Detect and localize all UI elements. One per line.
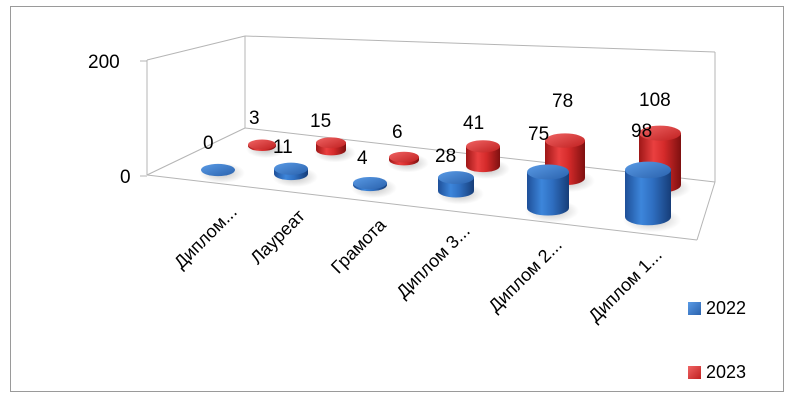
bar-top [201,163,235,177]
floor-left-edge [146,127,246,176]
data-label-2022: 0 [203,133,214,154]
category-label: Лауреат [246,206,308,268]
category-label: Диплом 1... [584,245,665,326]
bar-top [248,139,276,150]
bar-2022-3 [436,171,484,205]
legend-swatch-2022 [688,302,701,315]
y-tick-label: 0 [120,167,131,188]
data-label-2023: 108 [639,90,671,111]
bars-group [199,125,691,233]
bar-top [274,162,308,175]
category-labels-group: Диплом... Лауреат Грамота Диплом 3... Диплом… [170,202,666,326]
data-label-2022: 11 [273,137,293,158]
bar-top [466,140,500,153]
bar-top [438,171,474,185]
bar-body [527,172,569,216]
bar-top [353,176,387,190]
category-label: Диплом 2... [484,235,565,316]
data-label-2022: 75 [528,124,549,145]
bar-top [639,125,681,141]
bar-top [527,164,569,180]
bar-2023-2 [387,151,429,173]
bar-2022-5 [623,161,681,233]
bar-2022-0 [199,162,245,184]
bar-top [625,161,671,179]
data-label-2023: 6 [392,122,403,143]
data-label-2022: 28 [435,146,456,167]
bar-2023-1 [314,137,356,163]
data-label-2023: 78 [552,91,573,112]
bar-top [545,133,585,148]
floor-front-edge [146,174,698,241]
bar-body [625,169,671,226]
bar-2023-3 [464,140,510,180]
legend-label-2023: 2023 [706,362,746,382]
bar-2022-1 [272,162,318,188]
legend: 2022 2023 [688,298,746,382]
category-label: Диплом 3... [392,221,473,302]
data-label-2023: 3 [249,108,260,129]
bar-2022-2 [351,176,397,199]
bar-top [316,137,346,149]
bar-top [389,151,419,163]
data-label-2023: 15 [310,111,331,132]
data-labels-group: 3 15 6 41 78 108 0 11 4 28 75 98 [203,90,671,169]
data-label-2022: 4 [357,148,368,169]
back-wall-top-edge [244,35,716,53]
bar-body [466,146,500,173]
bar-2023-0 [246,139,286,159]
data-label-2022: 98 [631,121,652,142]
y-axis-ticks: 0 200 [88,52,147,188]
data-label-2023: 41 [463,113,484,134]
side-wall-top-edge [146,35,246,61]
y-tick-label: 200 [88,52,120,73]
floor-right-edge [696,181,716,241]
bar-2022-4 [525,164,579,223]
category-label: Грамота [327,214,390,277]
category-label: Диплом... [170,202,241,273]
legend-swatch-2023 [688,366,701,379]
legend-label-2022: 2022 [706,298,746,318]
